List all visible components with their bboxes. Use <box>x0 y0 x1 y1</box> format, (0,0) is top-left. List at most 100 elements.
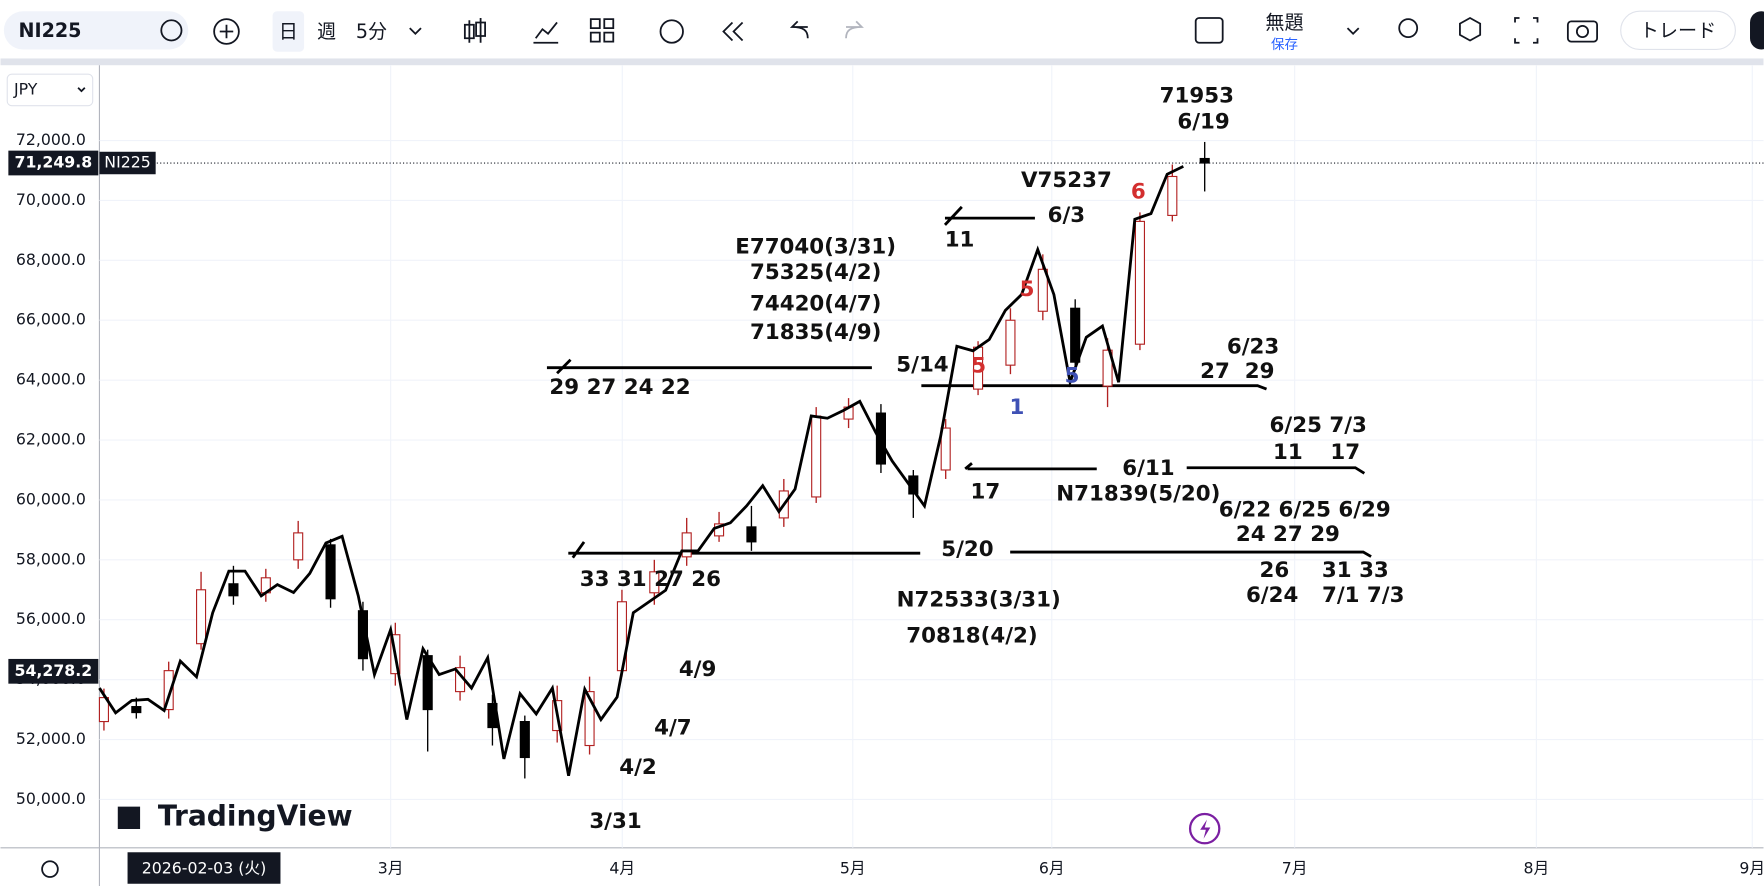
annotation: 29 27 24 22 <box>549 375 690 400</box>
annotation: 6/11 <box>1122 456 1174 481</box>
candle-body <box>98 697 109 723</box>
candle-body <box>196 589 207 645</box>
fullscreen-icon[interactable] <box>1514 17 1539 44</box>
y-tick-label: 60,000.0 <box>16 489 86 508</box>
price-tag-bg <box>8 658 99 684</box>
annotation: 17 <box>1330 440 1360 465</box>
annotation: 31 33 <box>1322 558 1389 583</box>
annotation: 5 <box>1020 277 1035 302</box>
candle-body <box>681 532 692 558</box>
axis-settings-icon[interactable] <box>41 860 59 878</box>
interval-dropdown[interactable] <box>409 27 422 36</box>
candle-body <box>1102 349 1113 387</box>
watermark-text: TradingView <box>158 799 353 832</box>
currency-select[interactable] <box>6 73 94 107</box>
price-tag-bg <box>8 150 99 176</box>
interval-day[interactable]: 日 <box>279 20 298 43</box>
y-tick-label: 66,000.0 <box>16 310 86 329</box>
symbol-tag: NI225 <box>104 153 150 172</box>
symbol-tag-bg <box>99 151 156 175</box>
trendline <box>1186 466 1366 475</box>
candle-body <box>131 706 142 714</box>
interval[interactable]: 5分 <box>356 20 387 43</box>
candle-body <box>746 526 757 543</box>
annotation: 71953 <box>1160 84 1234 109</box>
annotation: 1 <box>1009 395 1024 420</box>
y-tick-label: 64,000.0 <box>16 370 86 389</box>
trendline <box>1010 550 1372 558</box>
layout-box-icon[interactable] <box>1194 17 1224 44</box>
layout-dropdown[interactable] <box>1346 27 1360 36</box>
annotation: 5 <box>1065 364 1080 389</box>
candle-body <box>1134 220 1146 345</box>
annotation: 4/9 <box>679 657 717 682</box>
annotation: 6/19 <box>1177 110 1229 135</box>
trade-label[interactable]: トレード <box>1640 19 1716 42</box>
quick-search-icon[interactable] <box>1398 18 1419 39</box>
symbol-search[interactable] <box>3 11 189 50</box>
drawings <box>546 205 1372 559</box>
candle-body <box>811 415 822 498</box>
save-label[interactable]: 保存 <box>1271 37 1298 53</box>
annotation: N72533(3/31) <box>897 587 1061 612</box>
candle-body <box>1037 268 1048 312</box>
candle-body <box>1005 319 1016 366</box>
annotation: V75237 <box>1021 168 1112 193</box>
candle-body <box>325 544 336 600</box>
grid <box>99 65 1764 848</box>
replay-icon[interactable] <box>722 21 744 42</box>
annotation: 7/1 7/3 <box>1322 583 1405 608</box>
crosshair-date-tag <box>127 852 281 884</box>
y-tick-label: 62,000.0 <box>16 430 86 449</box>
annotation: 17 <box>971 479 1001 504</box>
settings-icon[interactable] <box>1459 16 1482 42</box>
toolbar-divider <box>0 58 1764 66</box>
annotation: 71835(4/9) <box>750 320 881 345</box>
undo-icon[interactable] <box>789 20 809 39</box>
symbol[interactable]: NI225 <box>18 19 81 42</box>
candle-body <box>293 532 304 561</box>
annotation: 26 <box>1260 558 1290 583</box>
chart-type-icon[interactable] <box>463 17 486 43</box>
trendline <box>964 462 1097 471</box>
y-tick-label: 50,000.0 <box>16 789 86 808</box>
alert-clock-icon[interactable] <box>659 19 684 44</box>
add-icon[interactable] <box>213 18 240 45</box>
lightning-glyph <box>1200 819 1211 839</box>
x-tick-label: 4月 <box>609 859 635 878</box>
account-button[interactable] <box>1750 11 1764 50</box>
annotation: 3/31 <box>589 809 641 834</box>
x-tick-label: 9月 <box>1739 859 1764 878</box>
watermark: ■ <box>115 798 143 832</box>
y-tick-label: 72,000.0 <box>16 130 86 149</box>
snapshot-lens <box>1575 24 1590 39</box>
layout-icon[interactable] <box>589 18 615 43</box>
y-tick-label: 68,000.0 <box>16 250 86 269</box>
annotation: E77040(3/31) <box>735 234 896 259</box>
trade-button[interactable] <box>1620 10 1736 51</box>
layout-name[interactable]: 無題 <box>1265 11 1303 34</box>
annotation: 33 31 27 26 <box>580 567 721 592</box>
indicators-icon[interactable] <box>533 21 559 44</box>
candle-body <box>1070 307 1081 363</box>
x-tick-label: 6月 <box>1039 859 1065 878</box>
x-tick-label: 8月 <box>1524 859 1550 878</box>
alert-icon[interactable] <box>160 19 183 42</box>
annotation: 6/22 6/25 6/29 <box>1219 497 1391 522</box>
snapshot-icon[interactable] <box>1566 20 1598 43</box>
annotation: 27 29 <box>1200 359 1274 384</box>
trendline <box>943 205 1035 226</box>
candle-body <box>875 412 887 465</box>
price-tag: 54,278.2 <box>15 661 93 680</box>
trendline <box>546 358 872 375</box>
annotation: 5/20 <box>941 537 993 562</box>
interval-week[interactable]: 週 <box>317 20 336 43</box>
overlay-line <box>98 165 1184 777</box>
currency[interactable]: JPY <box>13 79 38 98</box>
x-tick-label: 7月 <box>1282 859 1308 878</box>
redo-icon[interactable] <box>845 20 864 39</box>
candle-body <box>519 721 530 759</box>
add-icon-plus <box>219 24 234 39</box>
y-tick-label: 52,000.0 <box>16 729 86 748</box>
